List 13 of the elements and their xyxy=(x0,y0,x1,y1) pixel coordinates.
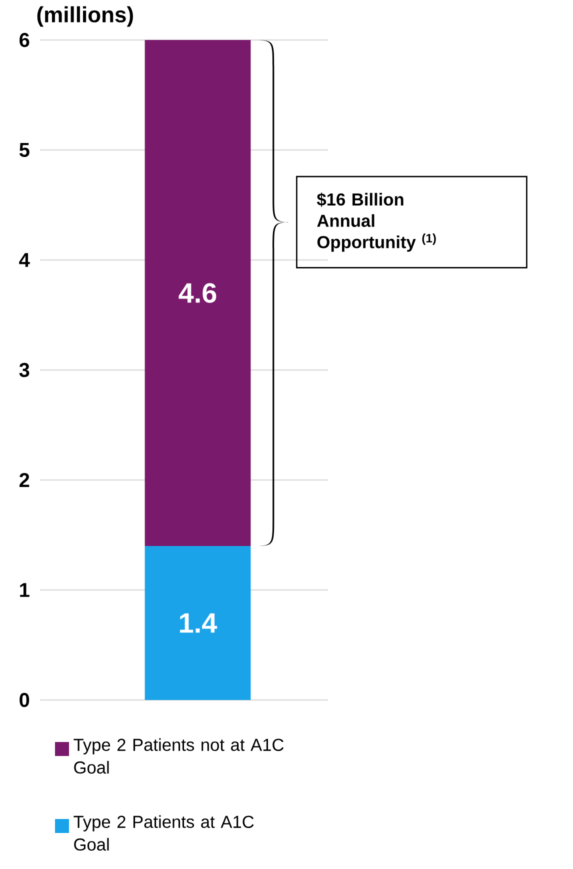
annotation: $16 Billion Annual Opportunity $^{(1)}$ xyxy=(316,192,436,252)
y-tick-label: 4 xyxy=(19,253,30,267)
y-tick-label: 2 xyxy=(20,473,30,487)
y-tick-label: 1 xyxy=(20,583,30,597)
legend-label: Type 2 Patients at A1C Goal xyxy=(74,815,254,851)
y-tick-label: 5 xyxy=(19,143,30,157)
data-label: 4.6 xyxy=(178,283,216,303)
y-tick-label: 3 xyxy=(19,362,30,378)
y-tick-label: 0 xyxy=(20,692,30,708)
legend-label: Type 2 Patients not at A1C Goal xyxy=(74,738,284,774)
y-tick-label: 6 xyxy=(20,32,30,48)
chart-title: (millions) xyxy=(37,6,133,27)
data-label: 1.4 xyxy=(180,613,218,633)
